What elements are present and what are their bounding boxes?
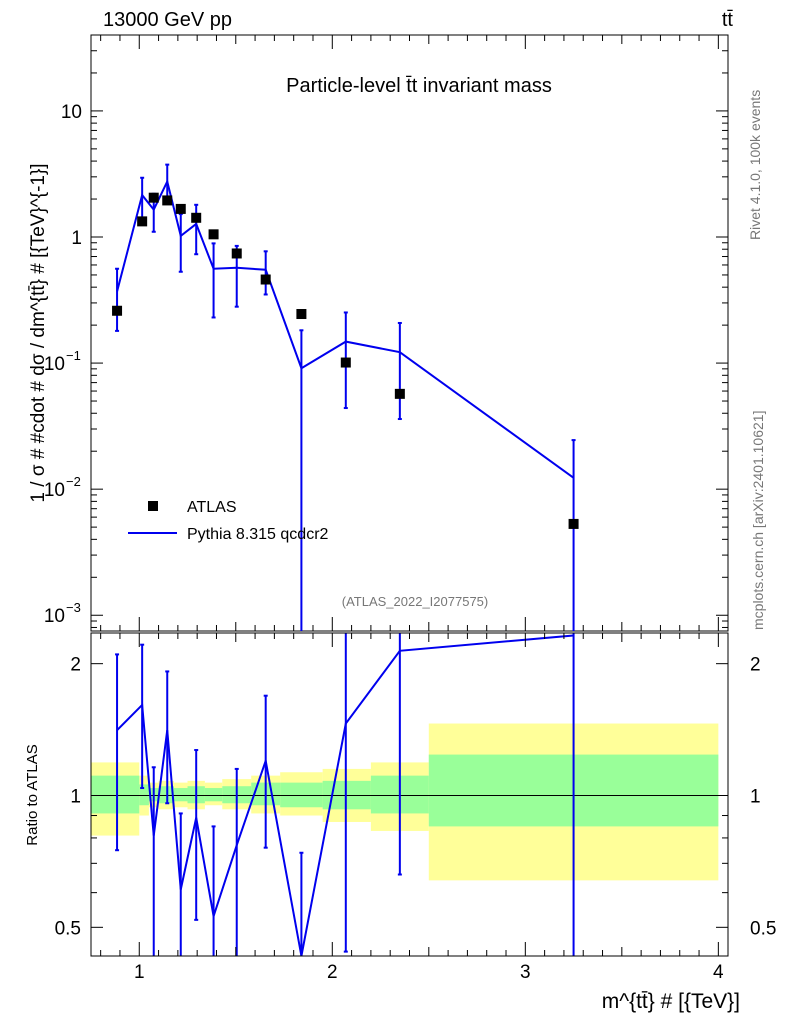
- data-point: [162, 195, 173, 206]
- main-y-axis-label: 1 / σ # #cdot # dσ / dm^{tt̄} # [{TeV}^{…: [28, 163, 49, 502]
- data-point: [394, 388, 405, 399]
- inner-band: [139, 784, 149, 806]
- ratio-y-tick-label: 2: [70, 655, 81, 676]
- mc-series-ratio: [115, 633, 575, 957]
- ratio-y-tick-label-right: 2: [750, 655, 761, 676]
- x-tick-label: 1: [134, 962, 145, 983]
- ratio-panel: 0.5 0.5 1 1 2 2 1 2 3 4 Ratio to ATLAS: [24, 632, 777, 983]
- data-point: [208, 229, 219, 240]
- rivet-version-label: Rivet 4.1.0, 100k events: [747, 90, 763, 240]
- chart-title: Particle-level t̄t invariant mass: [286, 75, 552, 97]
- inner-band: [174, 788, 188, 802]
- inner-band: [91, 775, 140, 814]
- x-tick-label: 2: [327, 962, 338, 983]
- legend-mc-label: Pythia 8.315 qcdcr2: [187, 526, 329, 543]
- y-tick-label: 10: [44, 480, 65, 501]
- data-point: [260, 274, 271, 285]
- data-point: [340, 357, 351, 368]
- ratio-y-tick-label-right: 0.5: [750, 918, 776, 939]
- data-point: [148, 192, 159, 203]
- ratio-uncertainty-bands: [91, 723, 719, 881]
- y-tick-label-exponent: −2: [66, 474, 81, 489]
- ratio-ticks: [91, 633, 728, 956]
- x-tick-label: 3: [520, 962, 531, 983]
- beam-label: 13000 GeV pp: [103, 9, 232, 31]
- ratio-y-axis-label: Ratio to ATLAS: [24, 744, 41, 845]
- mc-series-main: [115, 163, 576, 631]
- data-point: [231, 248, 242, 259]
- ratio-tick-labels: 0.5 0.5 1 1 2 2 1 2 3 4: [55, 655, 777, 983]
- data-point: [568, 518, 579, 529]
- ratio-y-tick-label: 0.5: [55, 918, 81, 939]
- legend-data-marker: [148, 501, 158, 511]
- y-tick-label-exponent: −3: [66, 600, 81, 615]
- inner-band: [280, 782, 323, 808]
- data-series-main: [112, 192, 579, 529]
- y-tick-label: 10: [61, 102, 82, 123]
- x-axis-label: m^{tt̄} # [{TeV}]: [602, 990, 740, 1013]
- x-tick-label: 4: [713, 962, 724, 983]
- mcplots-label: mcplots.cern.ch [arXiv:2401.10621]: [750, 411, 766, 630]
- analysis-watermark: (ATLAS_2022_I2077575): [342, 594, 488, 609]
- data-point: [175, 203, 186, 214]
- data-point: [191, 212, 202, 223]
- data-point: [112, 305, 123, 316]
- y-tick-label: 10: [44, 354, 65, 375]
- y-tick-label: 1: [71, 228, 82, 249]
- legend-data-label: ATLAS: [187, 499, 237, 516]
- ratio-y-tick-label: 1: [70, 786, 81, 807]
- data-point: [296, 309, 307, 320]
- process-label: tt̄: [722, 9, 734, 31]
- inner-band: [204, 788, 223, 802]
- data-point: [137, 216, 148, 227]
- y-tick-label: 10: [44, 606, 65, 627]
- legend: ATLAS Pythia 8.315 qcdcr2: [128, 499, 329, 543]
- ratio-y-tick-label-right: 1: [750, 786, 761, 807]
- y-tick-label-exponent: −1: [66, 348, 81, 363]
- main-ticks: [91, 34, 728, 631]
